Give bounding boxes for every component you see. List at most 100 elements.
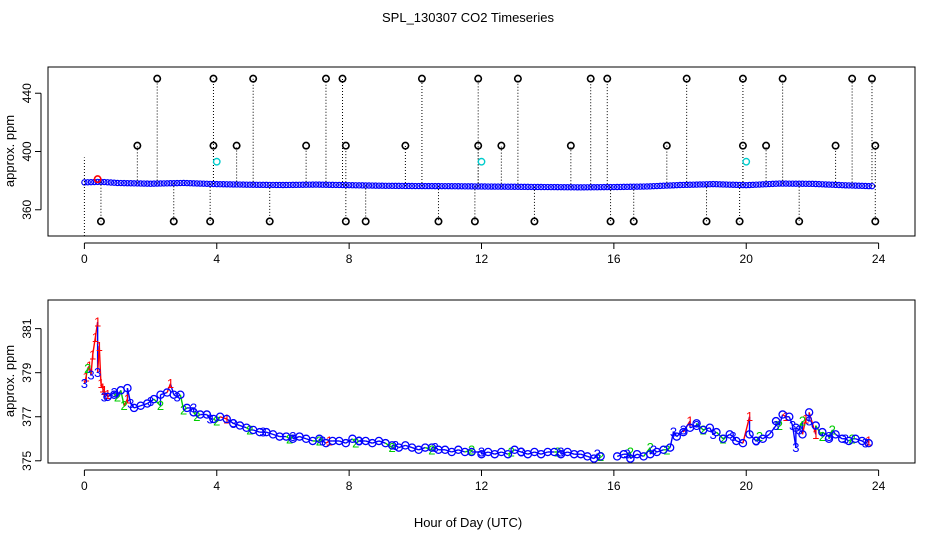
top-baseline-point (435, 182, 442, 190)
top-baseline-point (838, 181, 846, 189)
top-baseline-point (766, 180, 773, 188)
top-baseline-point (680, 181, 687, 189)
top-baseline-point (395, 182, 402, 190)
top-baseline-point (233, 181, 240, 188)
top-baseline-point (312, 181, 320, 188)
bottom-point-label-3: 3 (289, 429, 296, 444)
top-baseline-point (795, 180, 803, 187)
top-baseline-point (518, 183, 525, 191)
bottom-point-label-2: 2 (799, 414, 806, 429)
top-baseline-point (104, 179, 111, 186)
top-spike-low-point (871, 217, 880, 226)
top-baseline-point (786, 180, 793, 187)
bottom-point-circle (149, 394, 159, 404)
top-baseline-point (501, 183, 508, 190)
top-baseline-point (167, 180, 174, 187)
top-spike-high-point (474, 74, 483, 83)
bottom-point-label-1: 1 (92, 330, 99, 345)
bottom-point-label-3: 3 (94, 365, 101, 380)
top-baseline-point (183, 179, 191, 187)
bottom-series-segment (166, 383, 172, 393)
bottom-point-circle (725, 430, 734, 439)
top-baseline-point (471, 183, 479, 190)
top-baseline-point (759, 181, 766, 188)
top-baseline-point (488, 183, 495, 190)
top-baseline-point (670, 182, 677, 189)
top-baseline-point (137, 180, 144, 187)
top-baseline-point (349, 182, 356, 189)
top-baseline-point (531, 183, 538, 191)
bottom-point-label-2: 2 (700, 422, 707, 437)
top-baseline-point (607, 183, 614, 191)
top-baseline-point (269, 181, 277, 189)
bottom-point-circle (738, 438, 748, 448)
top-baseline-point (220, 181, 227, 188)
top-spike-mid-point (302, 141, 311, 150)
bottom-point-label-2: 2 (776, 418, 783, 433)
bottom-point-label-1: 1 (86, 359, 93, 374)
top-spike-mid-point (871, 141, 880, 150)
bottom-point-label-2: 2 (157, 398, 164, 413)
top-y-tick-label: 360 (20, 199, 34, 219)
top-baseline-point (514, 183, 522, 190)
top-baseline-point (236, 181, 244, 188)
top-x-tick-label: 4 (213, 252, 220, 266)
bottom-point-label-3: 3 (518, 444, 525, 459)
top-baseline-point (157, 180, 164, 187)
top-baseline-point (660, 182, 667, 189)
top-spike-mid-point (497, 141, 506, 150)
top-baseline-point (197, 180, 204, 187)
top-baseline-point (862, 182, 869, 190)
top-baseline-point (461, 183, 469, 190)
bottom-series-segment (715, 431, 724, 440)
top-baseline-point (570, 184, 578, 191)
bottom-point-circle (672, 432, 681, 441)
top-baseline-point (683, 181, 690, 189)
top-spike-mid-point (209, 141, 218, 150)
top-baseline-point (345, 181, 353, 189)
bottom-point-circle (679, 427, 688, 437)
top-spike-low-point (96, 217, 105, 226)
top-baseline-point (468, 183, 475, 190)
top-baseline-point (84, 179, 91, 186)
top-baseline-point (246, 181, 254, 188)
top-baseline-point (855, 182, 862, 189)
top-baseline-point (359, 182, 366, 189)
bottom-x-tick-label: 20 (740, 479, 754, 493)
top-y-tick-label: 400 (20, 141, 34, 161)
top-baseline-point (147, 180, 154, 187)
bottom-point-circle (712, 427, 721, 437)
top-baseline-point (398, 182, 406, 190)
bottom-point-circle (824, 434, 834, 444)
top-baseline-point (249, 181, 257, 188)
bottom-point-label-1: 1 (812, 427, 819, 442)
top-baseline-point (610, 183, 618, 191)
top-baseline-point (743, 181, 750, 189)
bottom-point-circle (718, 434, 728, 444)
top-baseline-point (567, 184, 575, 191)
top-x-tick-label: 24 (872, 252, 886, 266)
bottom-point-label-1: 1 (89, 348, 96, 363)
top-baseline-point (402, 182, 409, 190)
top-baseline-point (703, 181, 710, 188)
top-baseline-point (240, 181, 247, 188)
bottom-point-circle (785, 412, 794, 421)
top-baseline-point (643, 183, 651, 190)
top-baseline-point (316, 181, 323, 188)
top-baseline-point (428, 182, 436, 190)
top-baseline-point (415, 182, 422, 190)
top-plot-frame (47, 66, 916, 237)
bottom-series-segment (91, 337, 97, 356)
bottom-series-segment (672, 431, 678, 437)
top-baseline-point (187, 180, 194, 187)
bottom-series-segment (123, 398, 129, 407)
top-baseline-point (524, 183, 532, 191)
bottom-point-circle (831, 430, 840, 439)
bottom-point-circle (745, 430, 754, 439)
top-baseline-point (650, 182, 657, 190)
top-baseline-point (776, 180, 783, 187)
top-baseline-point (832, 181, 839, 189)
top-baseline-point (693, 181, 700, 188)
